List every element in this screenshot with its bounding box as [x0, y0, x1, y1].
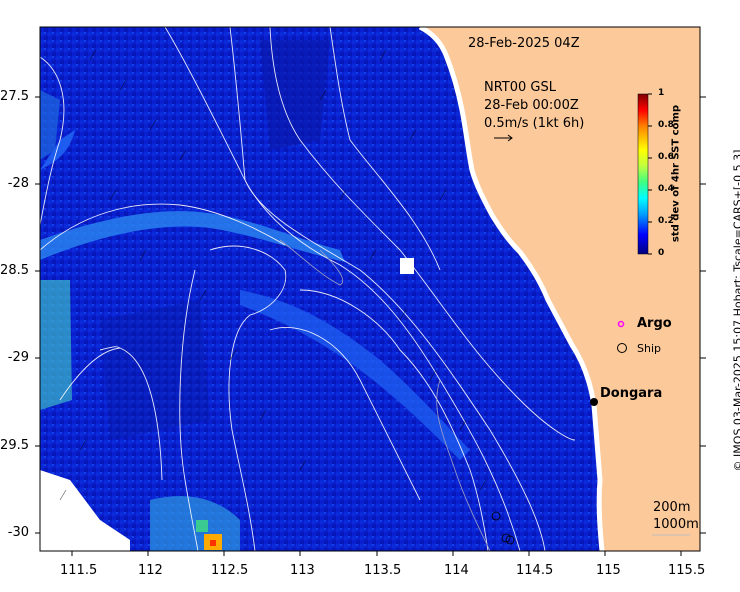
colorbar: [637, 93, 649, 255]
argo-marker: [617, 320, 625, 328]
x-tick-label: 113: [290, 563, 315, 578]
dongara-label: Dongara: [600, 386, 663, 401]
x-tick-label: 112.5: [211, 563, 249, 578]
ship-legend-marker: [617, 343, 627, 353]
land-mass: [420, 27, 700, 551]
sst-band-1: [40, 211, 345, 262]
ship-label: Ship: [637, 342, 661, 355]
current-time: 28-Feb 00:00Z: [484, 98, 579, 113]
colorbar-tick: 0.6: [658, 152, 674, 162]
x-tick-label: 114.5: [516, 563, 554, 578]
dongara-marker: [590, 398, 598, 406]
x-tick-label: 115.5: [668, 563, 706, 578]
credit-text: © IMOS 03-Mar-2025 15:07 Hobart; Tscale=…: [731, 149, 740, 472]
y-tick-label: -28: [7, 176, 29, 191]
colorbar-tick: 0.4: [658, 184, 674, 194]
colorbar-tick: 0.8: [658, 120, 674, 130]
bathymetry-contours: [39, 26, 576, 552]
y-tick-label: -29.5: [0, 438, 29, 453]
vector-scale-label: 0.5m/s (1kt 6h): [484, 116, 585, 131]
contour-label-200: 200m: [653, 500, 691, 515]
argo-label: Argo: [637, 316, 672, 331]
y-tick-label: -28.5: [0, 263, 29, 278]
colorbar-tick: 0.2: [658, 216, 674, 226]
y-axis-ticks: [35, 96, 40, 534]
sst-band-2: [40, 130, 75, 170]
coast-edge: [418, 24, 605, 552]
x-tick-label: 112: [138, 563, 163, 578]
sst-band-west2: [40, 90, 60, 160]
plot-area: [39, 24, 701, 552]
y-tick-label: -30: [7, 525, 29, 540]
map-datetime: 28-Feb-2025 04Z: [468, 36, 580, 51]
y-tick-label: -27.5: [0, 89, 29, 104]
x-tick-label: 114: [444, 563, 469, 578]
colorbar-tick: 0: [658, 248, 665, 258]
x-tick-label: 113.5: [364, 563, 402, 578]
current-product: NRT00 GSL: [484, 80, 556, 95]
ship-markers: [491, 511, 515, 545]
x-axis-ticks: [71, 551, 682, 556]
y-tick-label: -29: [7, 350, 29, 365]
colorbar-tick: 1: [658, 88, 665, 98]
y-axis-right-ticks: [700, 96, 706, 534]
colorbar-title: std dev of 4hr SST comp: [670, 104, 682, 243]
sst-band-west: [40, 280, 72, 410]
vector-scale-arrow: [494, 134, 513, 142]
contour-label-1000: 1000m: [653, 517, 699, 532]
x-tick-label: 111.5: [60, 563, 98, 578]
missing-data-sw: [40, 470, 130, 551]
current-vectors: [59, 49, 487, 501]
plot-frame: [39, 26, 701, 552]
x-tick-label: 115: [596, 563, 621, 578]
sst-band-3: [240, 290, 470, 460]
